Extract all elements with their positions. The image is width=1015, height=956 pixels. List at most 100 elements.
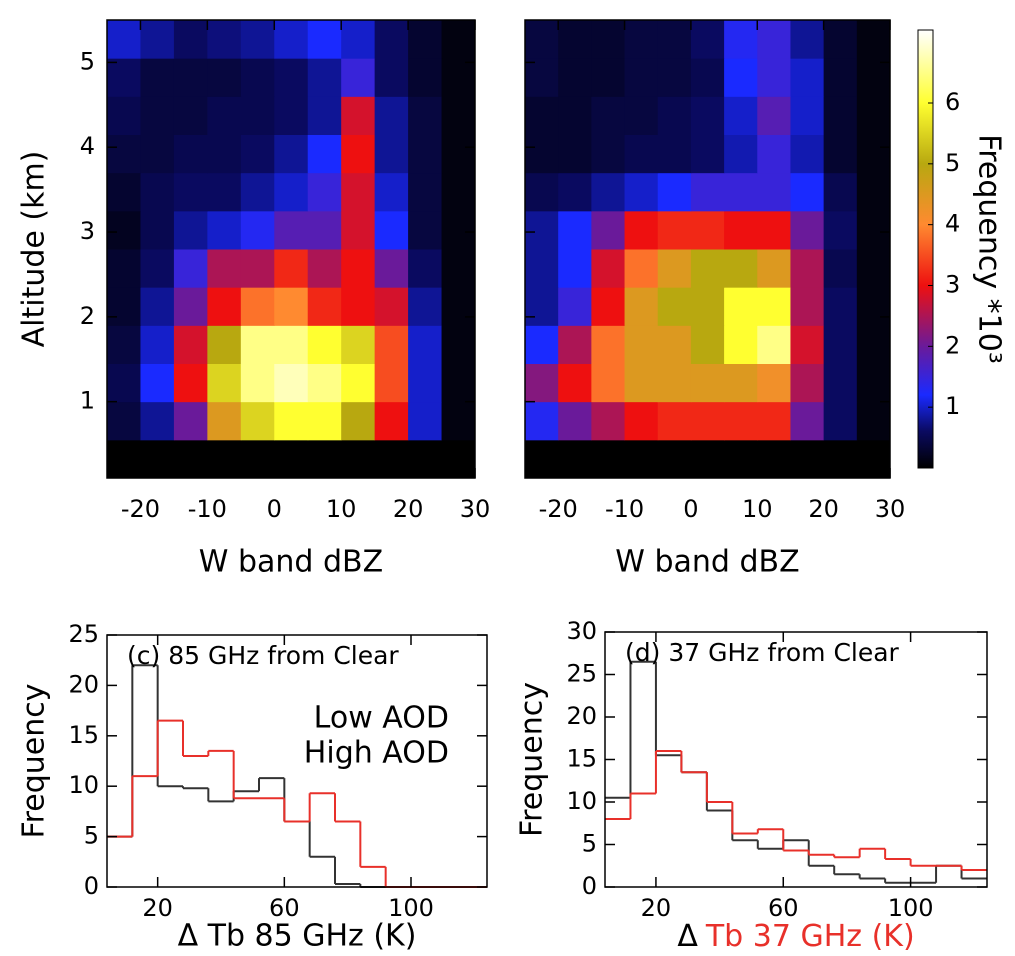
heatmap-cell — [724, 325, 758, 364]
heatmap-cell — [558, 96, 592, 135]
heatmap-cell — [790, 172, 825, 212]
heatmap-cell — [274, 363, 309, 403]
heatmap-cell — [140, 210, 175, 250]
heatmap-cell — [823, 439, 858, 479]
heatmap-cell — [558, 210, 592, 250]
x-tick-label: 20 — [641, 894, 672, 922]
heatmap-cell — [207, 249, 242, 288]
x-tick-label: 60 — [768, 894, 799, 922]
heatmap-cell — [790, 210, 825, 250]
heatmap-cell — [341, 363, 376, 403]
heatmap-cell — [657, 58, 692, 97]
heatmap-cell — [173, 325, 208, 364]
heatmap-cell — [307, 172, 342, 212]
heatmap-cell — [757, 58, 791, 97]
heatmap-cell — [207, 96, 242, 135]
heatmap-cell — [140, 20, 175, 59]
heatmap-cell — [408, 249, 443, 288]
x-tick-label: -20 — [539, 495, 578, 523]
panel: -20 -10 0 10 20 30 1 2 3 4 5 W band dBZ Altitude (km… — [17, 19, 490, 580]
heatmap-cell — [374, 20, 409, 59]
heatmap-cell — [624, 58, 659, 97]
heatmap-cell — [525, 287, 559, 326]
heatmap-cell — [757, 439, 791, 479]
plot-frame — [106, 19, 476, 479]
heatmap-cell — [856, 249, 891, 288]
heatmap-cell — [408, 401, 443, 441]
y-tick-label: 5 — [84, 822, 99, 850]
heatmap-cell — [441, 20, 476, 59]
heatmap-cell — [757, 96, 791, 135]
heatmap-cell — [856, 287, 891, 326]
heatmap-cell — [624, 20, 659, 59]
heatmap-cell — [274, 96, 309, 135]
heatmap-cell — [657, 134, 692, 174]
heatmap-cell — [341, 210, 376, 250]
plot-frame — [524, 19, 891, 479]
heatmap-cell — [724, 20, 758, 59]
heatmap-cell — [207, 210, 242, 250]
heatmap-cell — [107, 287, 141, 326]
heatmap-cell — [140, 401, 175, 441]
heatmap-cell — [240, 96, 275, 135]
heatmap-cell — [657, 249, 692, 288]
heatmap-cell — [657, 96, 692, 135]
heatmap-cell — [107, 363, 141, 403]
y-tick-label: 5 — [80, 47, 95, 75]
heatmap-cell — [441, 58, 476, 97]
heatmap-cell — [591, 96, 626, 135]
heatmap-cell — [657, 401, 692, 441]
x-tick-label: 10 — [326, 495, 357, 523]
heatmap-cell — [823, 20, 858, 59]
heatmap-cell — [657, 210, 692, 250]
x-tick-label: -20 — [121, 495, 160, 523]
x-tick-label: 100 — [888, 894, 934, 922]
heatmap-cell — [441, 96, 476, 135]
heatmap-cell — [240, 210, 275, 250]
heatmap-cell — [624, 210, 659, 250]
heatmap-cell — [591, 363, 626, 403]
heatmap-cell — [724, 210, 758, 250]
heatmap-cell — [724, 401, 758, 441]
heatmap-cell — [173, 363, 208, 403]
heatmap-cell — [790, 325, 825, 364]
heatmap-cell — [207, 287, 242, 326]
y-tick-label: 0 — [84, 872, 99, 900]
colorbar — [917, 29, 934, 469]
heatmap-cell — [856, 58, 891, 97]
heatmap-cell — [341, 287, 376, 326]
heatmap-cell — [525, 172, 559, 212]
heatmap-cell — [374, 58, 409, 97]
heatmap-cell — [558, 287, 592, 326]
heatmap-cell — [823, 134, 858, 174]
y-tick-label: 4 — [80, 132, 95, 160]
heatmap-cell — [525, 401, 559, 441]
heatmap-cell — [624, 363, 659, 403]
heatmap-cell — [441, 210, 476, 250]
heatmap-cell — [140, 134, 175, 174]
heatmap-cell — [441, 249, 476, 288]
heatmap-cell — [341, 249, 376, 288]
legend-entry: Low AOD — [314, 701, 449, 736]
y-tick-label: 1 — [80, 387, 95, 415]
y-tick-label: 25 — [566, 660, 597, 688]
heatmap-cell — [374, 210, 409, 250]
heatmap-cell — [856, 20, 891, 59]
y-tick-label: 30 — [566, 617, 597, 645]
heatmap-cell — [107, 134, 141, 174]
heatmap-cell — [274, 287, 309, 326]
x-axis-label: W band dBZ — [615, 545, 799, 580]
heatmap-cell — [374, 287, 409, 326]
heatmap-cell — [307, 401, 342, 441]
plot-frame — [106, 634, 488, 888]
heatmap-cell — [140, 249, 175, 288]
heatmap-cell — [107, 58, 141, 97]
heatmap-cell — [207, 439, 242, 479]
heatmap-cell — [408, 20, 443, 59]
heatmap-cell — [207, 401, 242, 441]
heatmap-cell — [790, 401, 825, 441]
heatmap-cell — [374, 96, 409, 135]
heatmap-cell — [624, 172, 659, 212]
